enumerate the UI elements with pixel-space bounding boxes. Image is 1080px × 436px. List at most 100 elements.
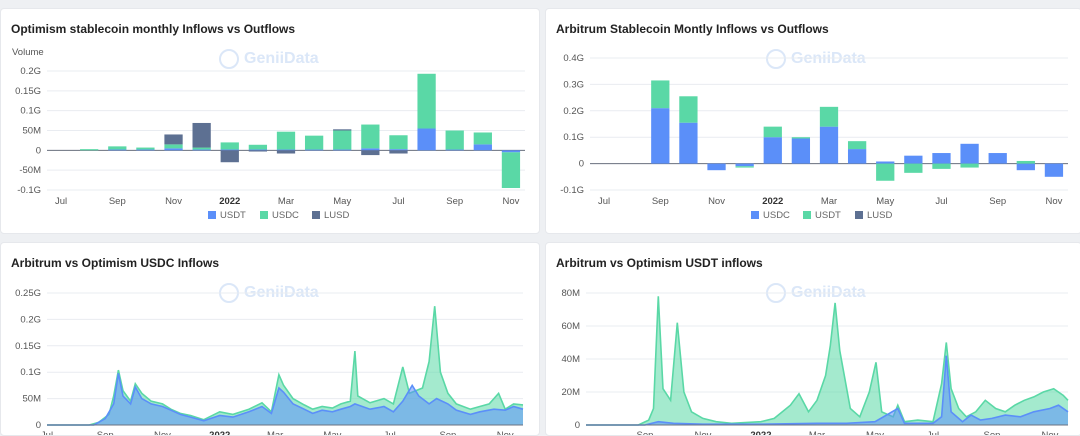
bar-usdt <box>763 126 782 138</box>
x-tick-label: 2022 <box>209 430 230 435</box>
x-tick-label: Mar <box>278 196 294 207</box>
y-tick-label: 40M <box>562 354 581 365</box>
y-tick-label: 0.25G <box>15 288 41 299</box>
bar-usdc <box>304 135 324 150</box>
bar-usdc <box>501 152 521 189</box>
bar-usdc <box>1044 163 1064 177</box>
legend-swatch-usdc <box>751 211 759 219</box>
y-tick-label: 0.2G <box>563 106 584 117</box>
y-tick-label: 0 <box>36 420 41 431</box>
x-tick-label: Jul <box>935 196 947 207</box>
bar-usdt <box>164 148 183 151</box>
y-tick-label: 80M <box>562 288 581 299</box>
y-tick-label: 0.1G <box>20 367 41 378</box>
usdc-inflows-panel: Arbitrum vs Optimism USDC Inflows GeniiD… <box>0 242 540 436</box>
y-tick-label: -0.1G <box>17 185 41 196</box>
usdt-inflows-chart: 0 20M 40M 60M 80M Sep Nov 2022 Mar May Jul Sep Nov <box>562 288 1069 435</box>
watermark-logo-icon <box>766 49 786 69</box>
x-tick-label: Jul <box>598 196 610 207</box>
bar-usdc <box>164 144 183 149</box>
y-tick-label: 0.3G <box>563 79 584 90</box>
y-tick-label: 0 <box>575 420 580 431</box>
bar-usdt <box>417 128 436 151</box>
bar-usdc <box>220 142 239 150</box>
bar-usdc <box>819 126 839 164</box>
legend-swatch-usdc <box>260 211 268 219</box>
usdc-inflows-title: Arbitrum vs Optimism USDC Inflows <box>11 256 220 270</box>
bar-usdc <box>707 163 726 171</box>
bar-usdt <box>136 149 155 151</box>
bar-usdt <box>904 163 923 173</box>
x-tick-label: Sep <box>983 430 1000 435</box>
usdt-inflows-title: Arbitrum vs Optimism USDT inflows <box>556 256 763 270</box>
series-line <box>47 373 524 426</box>
x-tick-label: Jul <box>55 196 67 207</box>
bar-usdc <box>876 161 895 164</box>
bar-usdc <box>417 73 436 129</box>
bar-usdc <box>763 137 782 164</box>
series-line <box>47 306 524 426</box>
bar-usdc <box>847 149 867 164</box>
x-tick-label: Sep <box>636 430 653 435</box>
bar-usdt <box>361 148 380 151</box>
bar-usdc <box>988 153 1007 164</box>
legend-label-lusd: LUSD <box>867 210 892 221</box>
x-tick-label: 2022 <box>750 430 771 435</box>
bar-usdc <box>791 138 811 164</box>
x-tick-label: May <box>876 196 894 207</box>
bar-usdt <box>248 149 268 151</box>
bar-usdt <box>791 137 811 139</box>
bar-lusd <box>361 150 380 156</box>
y-tick-label: 0.2G <box>20 314 41 325</box>
bar-lusd <box>220 150 239 163</box>
x-tick-label: 2022 <box>762 196 783 207</box>
bar-usdc <box>80 149 99 151</box>
x-tick-label: Nov <box>154 430 171 435</box>
bar-usdc <box>248 144 268 150</box>
watermark: GeniiData <box>219 49 319 69</box>
x-tick-label: Nov <box>497 430 514 435</box>
bar-usdc <box>473 132 492 145</box>
x-tick-label: Nov <box>1045 196 1062 207</box>
bar-usdt <box>1016 160 1035 164</box>
bar-usdt <box>651 80 670 109</box>
bar-lusd <box>192 122 211 148</box>
x-tick-label: Jul <box>392 196 404 207</box>
y-tick-label: 0 <box>36 145 41 156</box>
x-tick-label: Nov <box>1041 430 1058 435</box>
x-tick-label: Nov <box>708 196 725 207</box>
y-tick-label: 50M <box>23 394 42 405</box>
watermark-logo-icon <box>219 49 239 69</box>
arb-flows-panel: Arbitrum Stablecoin Montly Inflows vs Ou… <box>545 8 1080 234</box>
bar-usdt <box>304 149 324 151</box>
arb-flows-title: Arbitrum Stablecoin Montly Inflows vs Ou… <box>556 22 829 36</box>
bar-usdt <box>389 149 408 151</box>
bar-usdt <box>333 149 352 151</box>
y-tick-label: 0.1G <box>20 106 41 117</box>
bar-usdc <box>904 155 923 164</box>
legend-label-usdt: USDT <box>815 210 841 221</box>
bar-usdt <box>108 149 127 151</box>
bar-usdt <box>679 96 698 123</box>
y-tick-label: 0.4G <box>563 53 584 64</box>
bar-usdt <box>819 106 839 127</box>
legend-swatch-usdt <box>803 211 811 219</box>
usdc-inflows-chart: 0 50M 0.1G 0.15G 0.2G 0.25G Jul Sep Nov 2022 Mar Ma… <box>15 288 524 435</box>
x-tick-label: Nov <box>502 196 519 207</box>
bar-usdt <box>445 149 464 151</box>
bar-usdt <box>847 141 867 150</box>
y-tick-label: 50M <box>23 126 42 137</box>
op-flows-chart: Volume -0.1G -50M 0 50M 0.1G 0.15G 0.2G Jul Sep No… <box>12 47 525 221</box>
x-tick-label: Jul <box>384 430 396 435</box>
x-tick-label: 2022 <box>219 196 240 207</box>
y-tick-label: 0 <box>579 159 584 170</box>
y-tick-label: 20M <box>562 387 581 398</box>
bar-usdc <box>735 163 754 167</box>
y-tick-label: -0.1G <box>560 185 584 196</box>
y-tick-label: 0.2G <box>20 66 41 77</box>
series-line <box>586 355 1069 426</box>
bar-lusd <box>248 150 268 152</box>
legend-swatch-lusd <box>312 211 320 219</box>
y-axis-title: Volume <box>12 47 44 58</box>
y-tick-label: 0.15G <box>15 341 41 352</box>
